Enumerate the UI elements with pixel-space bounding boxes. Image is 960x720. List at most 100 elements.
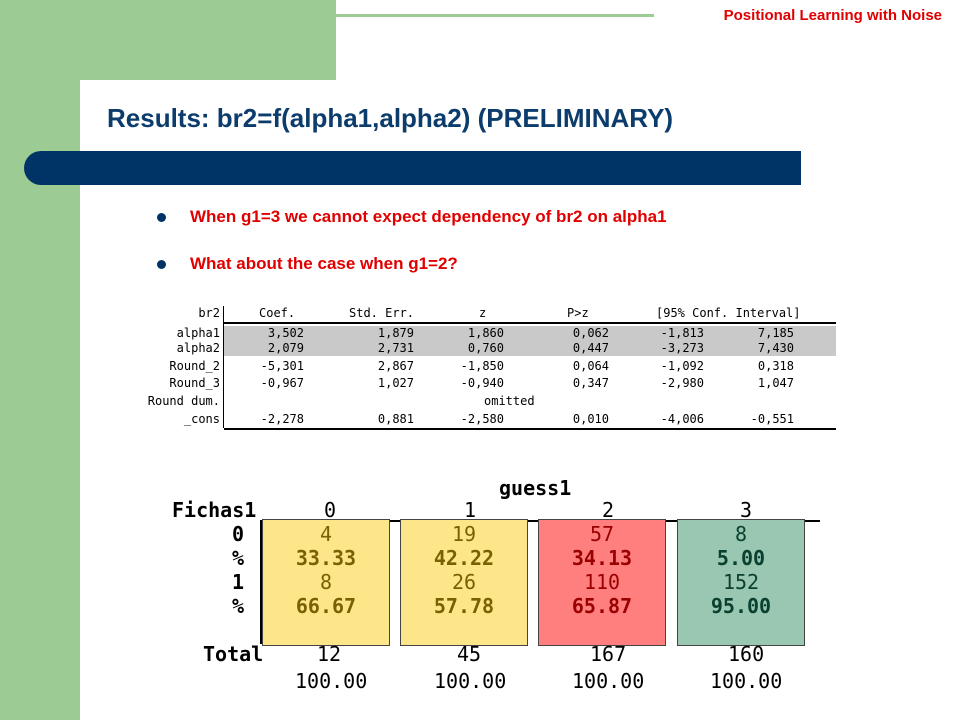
regression-table: br2 Coef. Std. Err. z P>z [95% Conf. Int… <box>134 305 836 430</box>
cell-ci-low: -1,092 <box>660 359 704 373</box>
cell-coef: -0,967 <box>260 376 304 390</box>
cell-ci-high: 1,047 <box>757 376 794 390</box>
col-header-0: 0 <box>324 498 337 522</box>
col-header-p: P>z <box>567 306 589 320</box>
total-percent: 100.00 <box>572 669 645 693</box>
cell-count: 110 <box>583 570 621 594</box>
regression-header-row: br2 Coef. Std. Err. z P>z [95% Conf. Int… <box>134 306 836 321</box>
cell-coef: 2,079 <box>267 341 304 355</box>
cell-stderr: 1,879 <box>377 326 414 340</box>
bullet-dot-icon <box>157 213 166 222</box>
cell-ci-low: -1,813 <box>660 326 704 340</box>
cell-ci-high: -0,551 <box>750 412 794 426</box>
regression-row: Round_3 -0,967 1,027 -0,940 0,347 -2,980… <box>134 376 836 391</box>
total-label: Total <box>203 642 264 666</box>
row-label: Round_2 <box>169 359 220 373</box>
regression-row: alpha2 2,079 2,731 0,760 0,447 -3,273 7,… <box>134 341 836 356</box>
cell-p: 0,010 <box>572 412 609 426</box>
regression-row: _cons -2,278 0,881 -2,580 0,010 -4,006 -… <box>134 412 836 427</box>
col-header-z: z <box>479 306 487 320</box>
row-label: _cons <box>183 412 220 426</box>
total-count: 45 <box>457 642 482 666</box>
row-label: alpha1 <box>176 326 220 340</box>
cell-z: -0,940 <box>460 376 504 390</box>
cell-percent: 34.13 <box>571 546 633 570</box>
cell-percent: 42.22 <box>433 546 495 570</box>
cell-p: 0,062 <box>572 326 609 340</box>
row-label: alpha2 <box>176 341 220 355</box>
crosstab-table: guess1 Fichas1 0 1 2 3 0 % 1 % 4 33.33 8… <box>172 474 822 719</box>
bullet-text: When g1=3 we cannot expect dependency of… <box>190 207 667 226</box>
cell-z: 0,760 <box>467 341 504 355</box>
cell-percent: 5.00 <box>716 546 766 570</box>
bullet-text: What about the case when g1=2? <box>190 254 458 273</box>
crosstab-column: 8 5.00 152 95.00 <box>677 519 805 646</box>
total-count: 160 <box>728 642 765 666</box>
cell-ci-high: 0,318 <box>757 359 794 373</box>
cell-p: 0,447 <box>572 341 609 355</box>
cell-z: 1,860 <box>467 326 504 340</box>
total-count: 167 <box>590 642 627 666</box>
col-header-2: 2 <box>602 498 615 522</box>
cell-percent: 66.67 <box>295 594 357 618</box>
row-label: 1 <box>232 570 245 594</box>
cell-stderr: 2,731 <box>377 341 414 355</box>
crosstab-title: guess1 <box>499 476 572 500</box>
label-rule <box>223 306 224 428</box>
col-header-3: 3 <box>740 498 753 522</box>
regression-row: Round_2 -5,301 2,867 -1,850 0,064 -1,092… <box>134 359 836 374</box>
bullet-item: When g1=3 we cannot expect dependency of… <box>150 204 667 233</box>
row-label: Round_3 <box>169 376 220 390</box>
col-header-coef: Coef. <box>259 306 296 320</box>
bullet-item: What about the case when g1=2? <box>150 251 667 280</box>
cell-z: -2,580 <box>460 412 504 426</box>
decor-green-band <box>0 0 80 720</box>
row-label: Round dum. <box>147 394 220 408</box>
cell-coef: -2,278 <box>260 412 304 426</box>
cell-count: 4 <box>319 522 333 546</box>
crosstab-row-var: Fichas1 <box>172 498 257 522</box>
col-header-1: 1 <box>464 498 477 522</box>
header-title: Positional Learning with Noise <box>723 7 942 24</box>
row-highlight <box>224 341 836 356</box>
cell-ci-high: 7,430 <box>757 341 794 355</box>
cell-p: 0,347 <box>572 376 609 390</box>
slide-title: Results: br2=f(alpha1,alpha2) (PRELIMINA… <box>107 103 674 133</box>
total-percent: 100.00 <box>710 669 783 693</box>
cell-percent: 95.00 <box>710 594 772 618</box>
total-percent: 100.00 <box>434 669 507 693</box>
cell-stderr: 2,867 <box>377 359 414 373</box>
regression-depvar: br2 <box>198 306 220 320</box>
regression-row: alpha1 3,502 1,879 1,860 0,062 -1,813 7,… <box>134 326 836 341</box>
cell-percent: 65.87 <box>571 594 633 618</box>
cell-stderr: 0,881 <box>377 412 414 426</box>
row-highlight <box>224 326 836 341</box>
cell-count: 26 <box>451 570 477 594</box>
cell-ci-high: 7,185 <box>757 326 794 340</box>
cell-count: 8 <box>734 522 748 546</box>
cell-count: 19 <box>451 522 477 546</box>
cell-count: 57 <box>589 522 615 546</box>
decor-top-line <box>336 14 654 17</box>
cell-percent: 33.33 <box>295 546 357 570</box>
cell-count: 152 <box>722 570 760 594</box>
total-count: 12 <box>317 642 342 666</box>
crosstab-column: 4 33.33 8 66.67 <box>262 519 390 646</box>
regression-row: Round dum. omitted <box>134 394 836 409</box>
cell-coef: 3,502 <box>267 326 304 340</box>
bottom-rule <box>224 428 836 430</box>
cell-percent: 57.78 <box>433 594 495 618</box>
cell-omitted: omitted <box>484 394 535 408</box>
cell-p: 0,064 <box>572 359 609 373</box>
col-header-stderr: Std. Err. <box>349 306 415 320</box>
row-label: % <box>232 594 245 618</box>
cell-ci-low: -2,980 <box>660 376 704 390</box>
cell-ci-low: -4,006 <box>660 412 704 426</box>
header-rule <box>224 322 836 324</box>
bullet-dot-icon <box>157 260 166 269</box>
row-label: % <box>232 546 245 570</box>
total-percent: 100.00 <box>295 669 368 693</box>
cell-stderr: 1,027 <box>377 376 414 390</box>
decor-green-top <box>0 0 336 80</box>
cell-z: -1,850 <box>460 359 504 373</box>
